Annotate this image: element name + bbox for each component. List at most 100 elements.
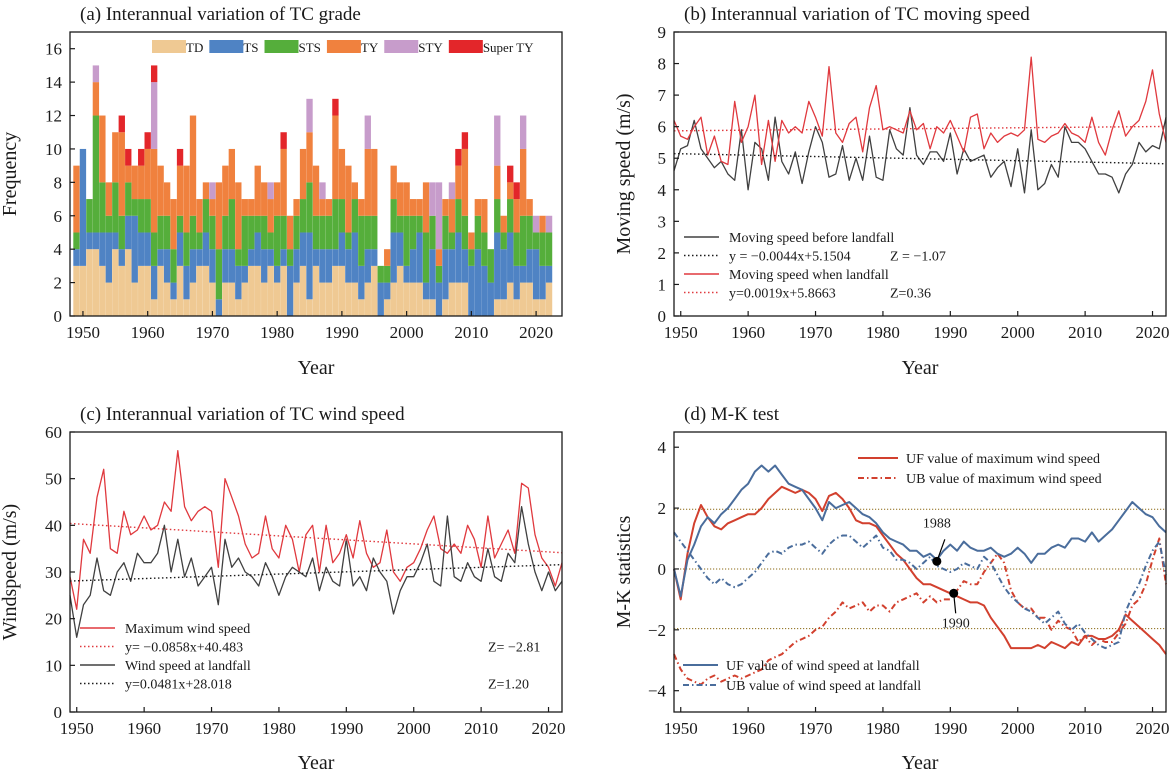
legend-label-td: TD [186, 40, 203, 55]
bar-ts-1957 [125, 215, 132, 250]
bar-sts-2003 [422, 232, 430, 283]
panel-d-mk-test-chart: (d) M-K test M-K statistics Year −4 −2 0 2 4 195… [613, 404, 1170, 772]
panel-a-xtick-label-1: 1960 [131, 323, 165, 342]
bar-ty-1987 [319, 199, 326, 216]
bar-sts-2017 [513, 232, 520, 266]
bar-ts-1976 [248, 249, 255, 266]
panel-a-ytick-label-6: 12 [45, 107, 62, 126]
bar-sts-1986 [312, 215, 320, 250]
bar-ts-1964 [170, 282, 177, 300]
bar-ty-2007 [448, 199, 456, 233]
panel-b-xtick-label-3: 1980 [866, 323, 900, 342]
legend-z-c-1: Z= −2.81 [488, 641, 540, 656]
bar-td-1988 [325, 282, 333, 316]
bar-ts-2004 [429, 249, 436, 300]
bar-td-1980 [273, 282, 281, 316]
bar-super-ty-1981 [280, 132, 287, 149]
legend-label-d-2: UF value of wind speed at landfall [726, 659, 920, 674]
bar-ts-1951 [86, 232, 93, 250]
bar-sty-2018 [519, 115, 527, 149]
bar-sts-2002 [416, 215, 423, 233]
bar-ts-1997 [384, 282, 391, 300]
bar-ts-1983 [293, 249, 300, 283]
bar-ts-2003 [422, 282, 430, 300]
bar-ty-2012 [481, 199, 488, 233]
bar-sts-1979 [267, 232, 274, 250]
bar-td-1984 [299, 265, 307, 316]
bar-super-ty-2009 [461, 132, 469, 149]
bar-ts-1995 [371, 249, 378, 266]
bar-sts-1954 [105, 215, 113, 233]
panel-d-xlabel: Year [902, 752, 939, 772]
panel-a-xtick-label-3: 1980 [260, 323, 294, 342]
bar-sts-1978 [261, 215, 268, 250]
panel-c-ylabel: Windspeed (m/s) [0, 504, 21, 640]
bar-td-2006 [442, 299, 449, 316]
bar-sts-1982 [286, 249, 294, 266]
bar-sty-2014 [494, 115, 501, 166]
legend-label-b-2: Moving speed when landfall [729, 268, 889, 283]
panel-b-frame [673, 31, 1167, 317]
legend-label-b-0: Moving speed before landfall [729, 231, 894, 246]
bar-ty-2011 [474, 199, 482, 216]
bar-td-1991 [345, 282, 352, 316]
bar-sty-1987 [319, 182, 326, 200]
bar-ts-2009 [461, 249, 469, 283]
bar-td-1967 [189, 282, 197, 316]
bar-ts-1996 [377, 282, 384, 316]
bar-td-1959 [138, 265, 145, 316]
legend-swatch-sty [384, 40, 419, 53]
bar-td-2014 [494, 299, 501, 316]
bar-ts-2001 [409, 249, 417, 283]
panel-a-xlabel: Year [298, 357, 335, 379]
bar-td-2015 [500, 299, 507, 316]
bar-ty-1999 [396, 182, 404, 216]
panel-d-ytick-label-4: 4 [658, 438, 667, 457]
bar-td-1956 [118, 265, 125, 316]
bar-super-ty-1965 [176, 148, 184, 166]
bar-td-1966 [183, 299, 190, 316]
legend-label-c-3: y=0.0481x+28.018 [125, 678, 232, 693]
bar-ty-1981 [280, 148, 287, 216]
bar-sts-2022 [545, 232, 553, 266]
bar-ty-1962 [157, 165, 164, 216]
bar-sts-2021 [539, 232, 546, 266]
bar-sts-1993 [358, 215, 365, 266]
bar-td-2016 [507, 282, 514, 316]
bar-ty-1972 [222, 165, 229, 216]
bar-td-2003 [422, 299, 430, 316]
bar-ty-1971 [215, 182, 223, 250]
bar-sts-2000 [403, 215, 410, 266]
bar-ty-2000 [403, 182, 410, 216]
bar-ts-1999 [396, 232, 404, 266]
legend-z-c-3: Z=1.20 [488, 678, 529, 693]
bar-td-2004 [429, 299, 436, 316]
bar-sts-1965 [176, 215, 184, 233]
bar-sts-1963 [163, 215, 171, 250]
bar-ts-2022 [545, 265, 553, 283]
bar-td-2000 [403, 282, 410, 316]
panel-b-ytick-label-6: 6 [658, 118, 667, 137]
legend-swatch-super-ty [448, 40, 483, 53]
bar-ty-2005 [435, 249, 443, 266]
bar-ts-1965 [176, 232, 184, 266]
bar-ty-2019 [526, 199, 533, 216]
bar-td-1962 [157, 265, 164, 316]
bar-ts-2010 [468, 265, 475, 316]
bar-sts-1994 [364, 215, 371, 250]
bar-td-1965 [176, 265, 184, 316]
panel-d-xtick-label-7: 2020 [1136, 719, 1170, 738]
panel-c-xtick-label-3: 1980 [262, 719, 296, 738]
bar-ty-1957 [125, 165, 132, 183]
bar-sts-1998 [390, 199, 397, 233]
bar-ts-1971 [215, 299, 223, 316]
bar-ty-2016 [507, 182, 514, 200]
bar-ty-1956 [118, 132, 125, 216]
panel-b-xtick-label-1: 1960 [731, 323, 765, 342]
bar-ts-1979 [267, 249, 274, 266]
bar-ty-1997 [384, 249, 391, 266]
bar-ts-1956 [118, 249, 125, 266]
bar-ts-2019 [526, 249, 533, 283]
panel-b-ytick-label-9: 9 [658, 23, 667, 42]
bar-ts-1959 [138, 232, 145, 266]
